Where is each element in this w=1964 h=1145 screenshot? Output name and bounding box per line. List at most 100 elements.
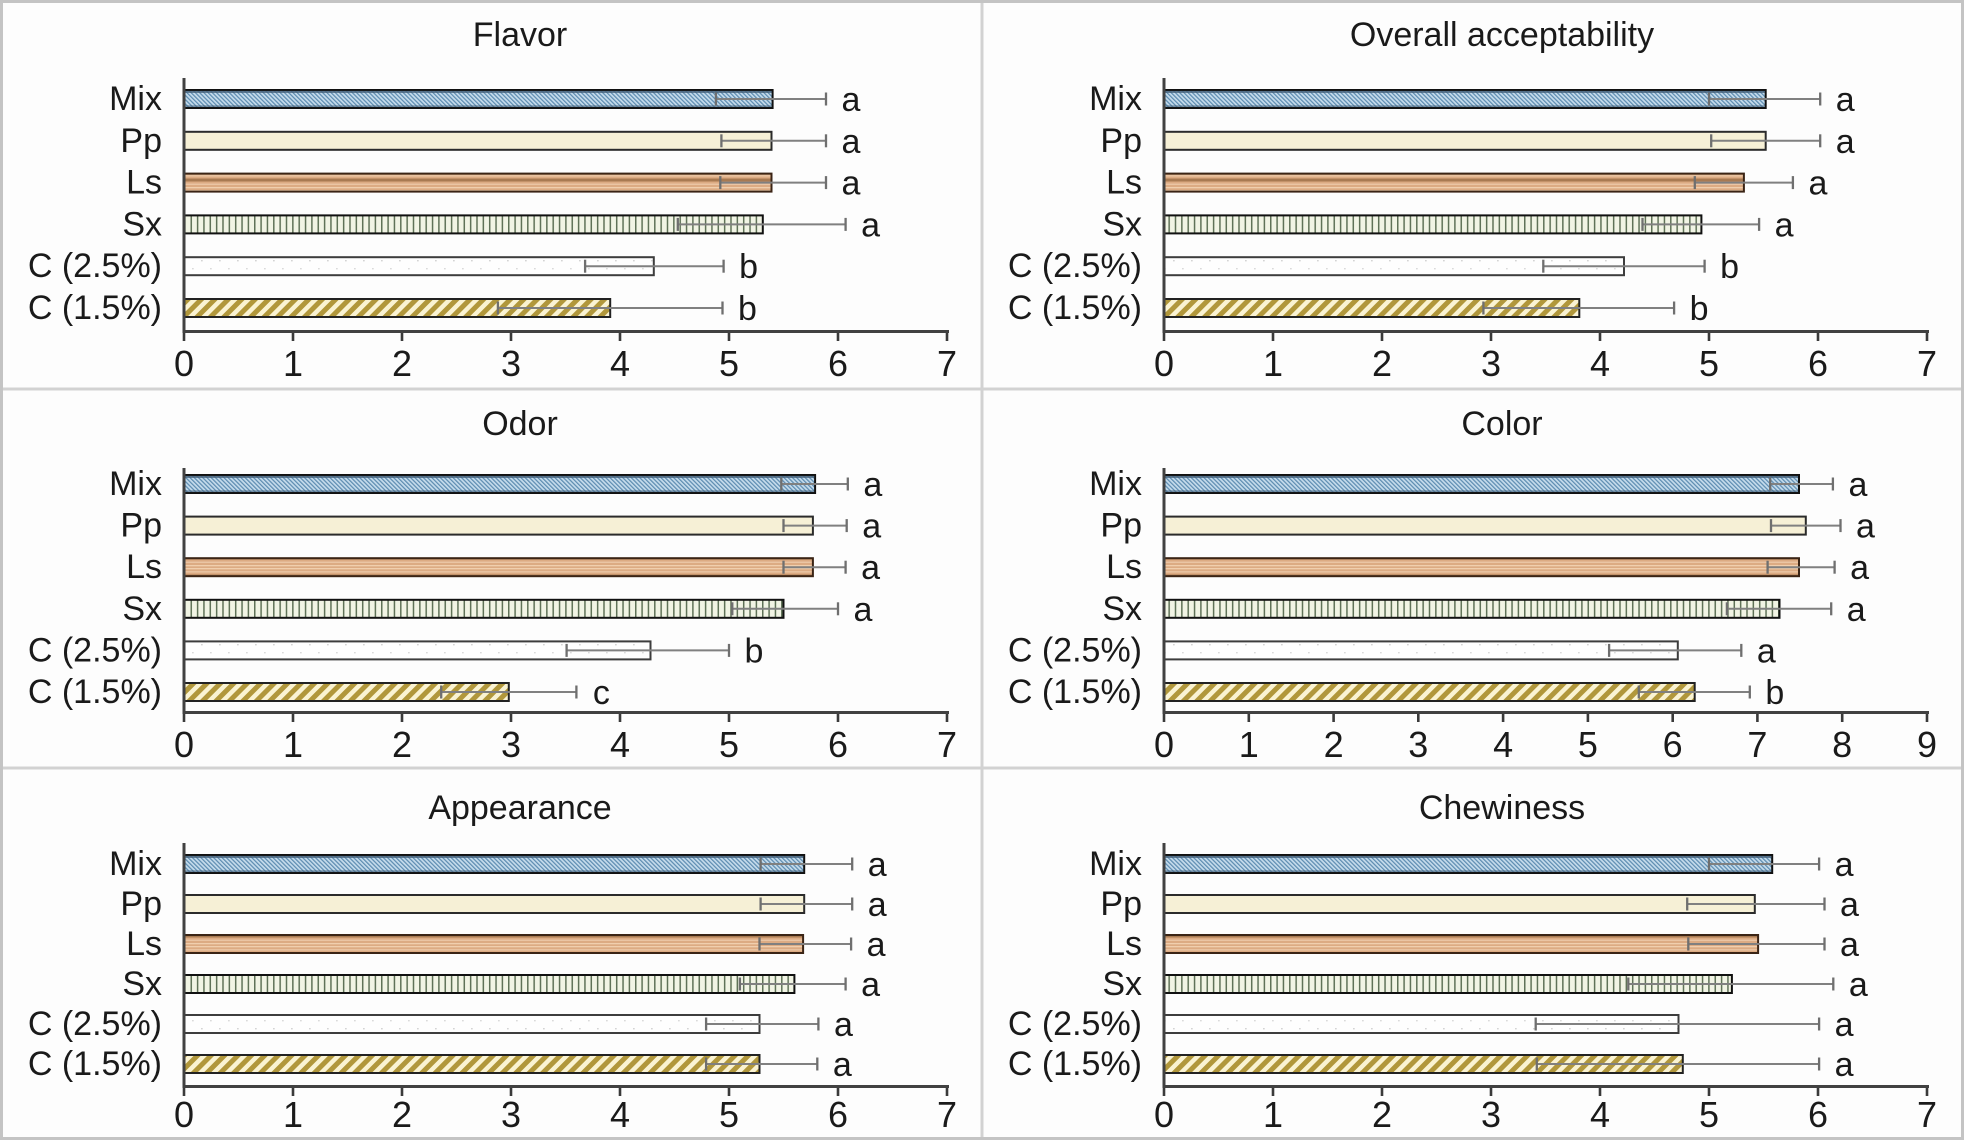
svg-text:5: 5 — [1699, 1094, 1719, 1135]
svg-text:6: 6 — [828, 343, 848, 384]
svg-text:b: b — [738, 290, 757, 328]
svg-text:6: 6 — [828, 1094, 848, 1135]
svg-text:2: 2 — [1324, 724, 1344, 765]
svg-text:a: a — [868, 886, 887, 924]
svg-text:Mix: Mix — [109, 465, 162, 503]
svg-text:Sx: Sx — [1102, 205, 1142, 243]
svg-text:a: a — [861, 966, 880, 1004]
svg-text:4: 4 — [610, 724, 630, 765]
svg-text:2: 2 — [392, 343, 412, 384]
svg-text:a: a — [1856, 508, 1875, 546]
svg-text:4: 4 — [1590, 343, 1610, 384]
svg-text:0: 0 — [1154, 1094, 1174, 1135]
svg-text:0: 0 — [1154, 724, 1174, 765]
svg-text:Appearance: Appearance — [428, 789, 611, 827]
svg-text:a: a — [1848, 466, 1867, 504]
svg-text:a: a — [1836, 81, 1855, 119]
svg-text:c: c — [593, 674, 610, 712]
svg-text:Sx: Sx — [122, 965, 162, 1003]
svg-text:0: 0 — [174, 343, 194, 384]
svg-text:b: b — [1720, 248, 1739, 286]
svg-text:b: b — [739, 248, 758, 286]
svg-text:Color: Color — [1461, 405, 1542, 443]
svg-text:a: a — [863, 466, 882, 504]
svg-text:Pp: Pp — [1100, 122, 1142, 160]
svg-text:4: 4 — [610, 1094, 630, 1135]
svg-text:C (2.5%): C (2.5%) — [1008, 247, 1142, 285]
svg-text:8: 8 — [1832, 724, 1852, 765]
svg-text:2: 2 — [392, 724, 412, 765]
svg-text:1: 1 — [283, 1094, 303, 1135]
svg-text:6: 6 — [828, 724, 848, 765]
svg-text:2: 2 — [392, 1094, 412, 1135]
svg-text:0: 0 — [174, 1094, 194, 1135]
svg-text:Pp: Pp — [120, 122, 162, 160]
svg-text:Mix: Mix — [1089, 465, 1142, 503]
svg-text:a: a — [1808, 165, 1827, 203]
svg-text:C (1.5%): C (1.5%) — [1008, 673, 1142, 711]
svg-text:a: a — [861, 549, 880, 587]
svg-text:Mix: Mix — [109, 80, 162, 118]
svg-text:7: 7 — [937, 1094, 957, 1135]
svg-text:b: b — [745, 632, 764, 670]
svg-text:a: a — [867, 926, 886, 964]
svg-text:a: a — [1849, 966, 1868, 1004]
svg-text:6: 6 — [1663, 724, 1683, 765]
svg-text:4: 4 — [1590, 1094, 1610, 1135]
svg-text:a: a — [854, 591, 873, 629]
svg-text:1: 1 — [283, 343, 303, 384]
svg-text:Ls: Ls — [1106, 164, 1142, 202]
svg-text:7: 7 — [1917, 343, 1937, 384]
svg-text:3: 3 — [1481, 1094, 1501, 1135]
svg-text:3: 3 — [501, 343, 521, 384]
svg-text:C (1.5%): C (1.5%) — [1008, 289, 1142, 327]
svg-text:a: a — [842, 123, 861, 161]
svg-text:a: a — [868, 846, 887, 884]
svg-text:Sx: Sx — [1102, 965, 1142, 1003]
svg-text:Ls: Ls — [1106, 548, 1142, 586]
svg-text:a: a — [1850, 549, 1869, 587]
svg-text:Pp: Pp — [1100, 885, 1142, 923]
svg-text:a: a — [1840, 886, 1859, 924]
svg-text:Ls: Ls — [126, 164, 162, 202]
svg-text:a: a — [1757, 632, 1776, 670]
svg-text:a: a — [1847, 591, 1866, 629]
svg-text:2: 2 — [1372, 1094, 1392, 1135]
svg-text:a: a — [1836, 123, 1855, 161]
svg-text:1: 1 — [1239, 724, 1259, 765]
svg-text:a: a — [1835, 846, 1854, 884]
svg-text:C (1.5%): C (1.5%) — [28, 673, 162, 711]
svg-text:C (2.5%): C (2.5%) — [1008, 631, 1142, 669]
svg-text:Chewiness: Chewiness — [1419, 789, 1585, 827]
svg-text:Ls: Ls — [1106, 925, 1142, 963]
svg-text:Sx: Sx — [122, 590, 162, 628]
svg-text:1: 1 — [1263, 1094, 1283, 1135]
svg-text:3: 3 — [501, 1094, 521, 1135]
svg-text:C (2.5%): C (2.5%) — [1008, 1005, 1142, 1043]
svg-text:a: a — [1775, 206, 1794, 244]
svg-text:0: 0 — [1154, 343, 1174, 384]
svg-text:7: 7 — [1747, 724, 1767, 765]
svg-text:3: 3 — [1481, 343, 1501, 384]
svg-text:0: 0 — [174, 724, 194, 765]
svg-text:Ls: Ls — [126, 925, 162, 963]
svg-text:5: 5 — [1699, 343, 1719, 384]
svg-text:7: 7 — [937, 343, 957, 384]
svg-text:C (2.5%): C (2.5%) — [28, 631, 162, 669]
svg-text:Sx: Sx — [1102, 590, 1142, 628]
svg-text:Odor: Odor — [482, 405, 558, 443]
svg-text:a: a — [862, 508, 881, 546]
svg-text:a: a — [833, 1046, 852, 1084]
svg-text:Pp: Pp — [1100, 507, 1142, 545]
svg-text:Mix: Mix — [1089, 845, 1142, 883]
svg-text:b: b — [1690, 290, 1709, 328]
svg-text:4: 4 — [610, 343, 630, 384]
svg-text:6: 6 — [1808, 343, 1828, 384]
svg-text:Ls: Ls — [126, 548, 162, 586]
svg-text:5: 5 — [719, 1094, 739, 1135]
svg-text:Mix: Mix — [109, 845, 162, 883]
svg-text:9: 9 — [1917, 724, 1937, 765]
svg-text:5: 5 — [719, 343, 739, 384]
svg-text:a: a — [834, 1006, 853, 1044]
svg-text:a: a — [842, 81, 861, 119]
